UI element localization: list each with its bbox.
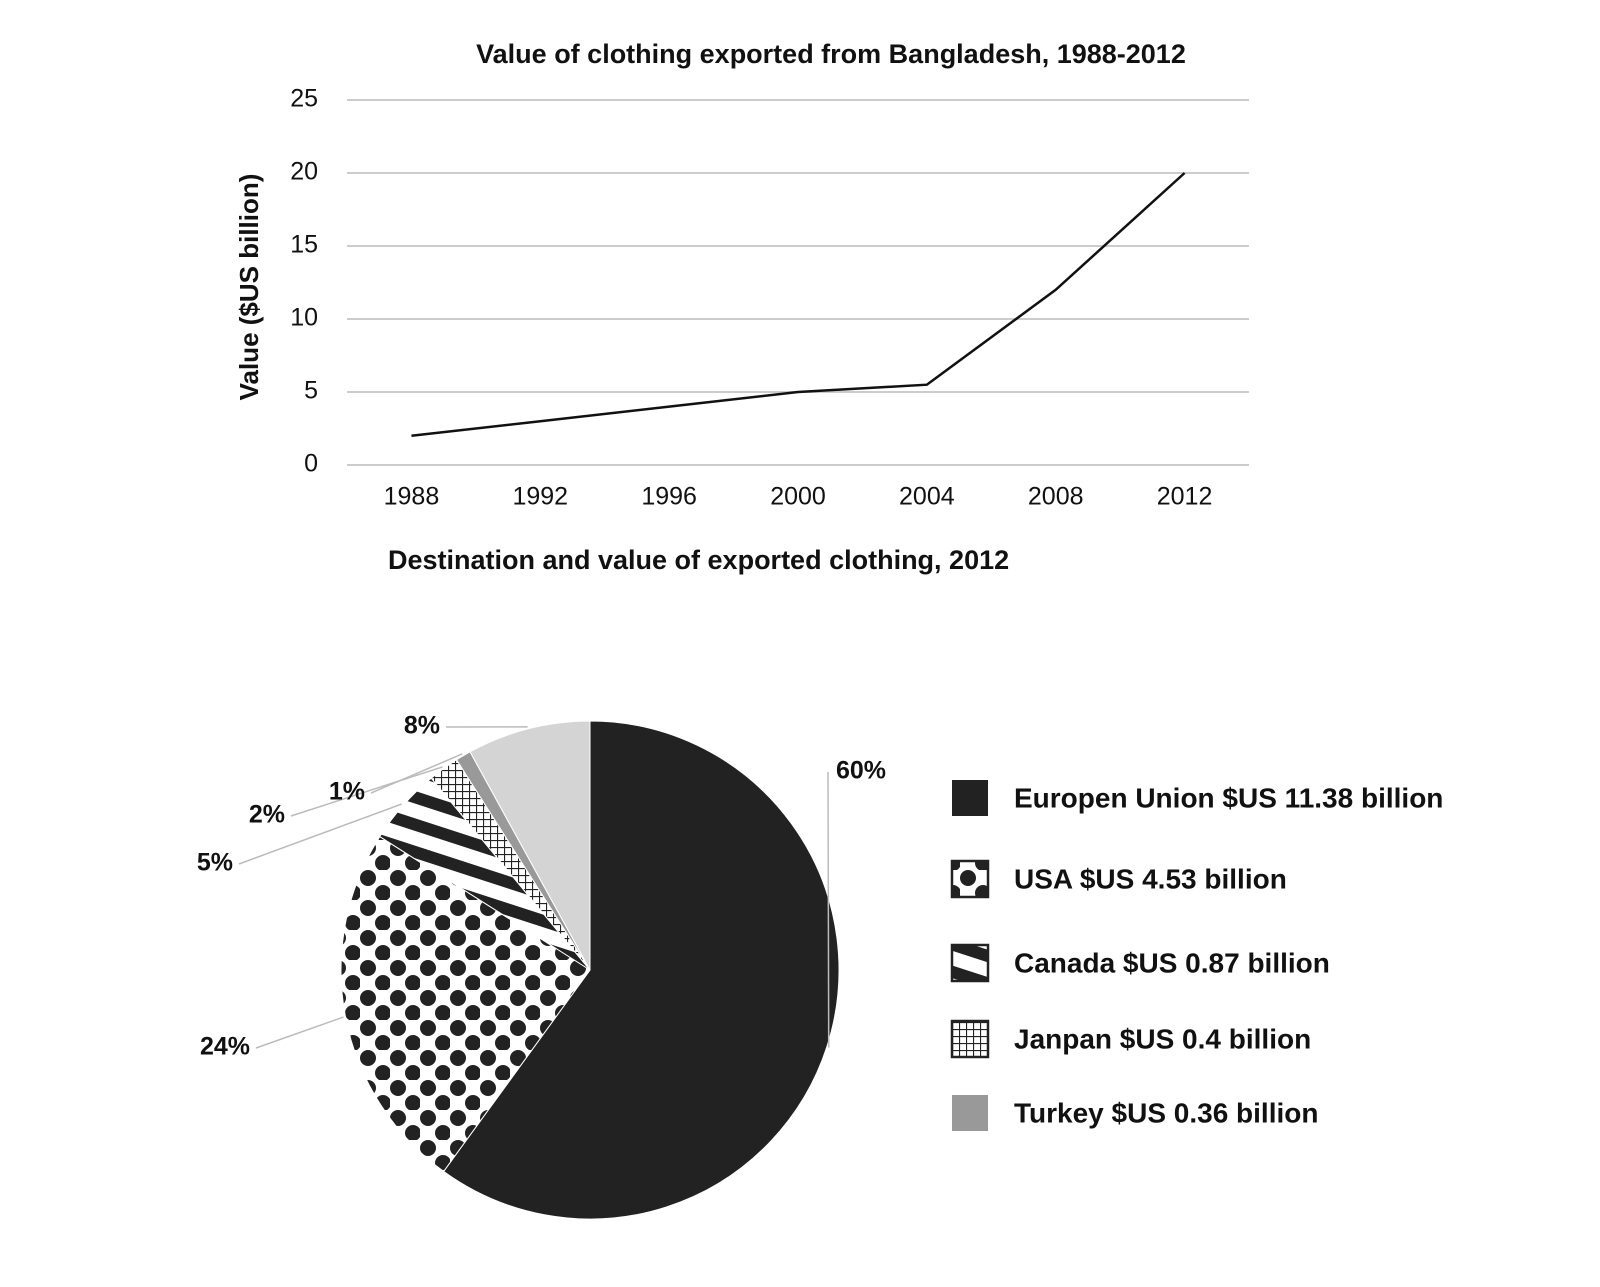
legend-label: Europen Union $US 11.38 billion [1014, 782, 1443, 813]
y-tick-label: 20 [290, 158, 318, 186]
value-label: 2% [249, 801, 285, 829]
value-label: 24% [200, 1033, 250, 1061]
legend-label: Turkey $US 0.36 billion [1014, 1097, 1318, 1128]
x-tick-label: 2008 [1028, 483, 1084, 511]
value-label: 1% [329, 778, 365, 806]
legend-label: Janpan $US 0.4 billion [1014, 1023, 1311, 1054]
leader-line [255, 1016, 344, 1049]
y-tick-label: 25 [290, 85, 318, 113]
x-tick-label: 2012 [1157, 483, 1213, 511]
pie-slice [340, 835, 591, 1173]
y-axis-title: Value ($US billion) [234, 174, 264, 401]
y-tick-label: 0 [304, 450, 318, 478]
leader-line [290, 766, 443, 817]
line [411, 172, 1186, 438]
x-tick-label: 1988 [384, 483, 440, 511]
y-tick-label: 5 [304, 377, 318, 405]
x-tick-label: 2000 [770, 483, 826, 511]
leader-line [238, 803, 402, 865]
value-label: 60% [836, 757, 886, 785]
x-tick-label: 1992 [512, 483, 568, 511]
legend-swatch [950, 859, 990, 899]
legend-swatch [950, 1019, 990, 1059]
y-tick-label: 15 [290, 231, 318, 259]
leader-line [827, 771, 830, 1048]
legend-label: USA $US 4.53 billion [1014, 863, 1287, 894]
leader-line [370, 753, 463, 794]
pie-slice [469, 720, 591, 971]
legend-swatch [950, 943, 990, 983]
value-label: 8% [404, 712, 440, 740]
legend-swatch [952, 780, 988, 816]
pie-slice [442, 720, 840, 1220]
x-tick-label: 1996 [641, 483, 697, 511]
legend-label: Canada $US 0.87 billion [1014, 947, 1330, 978]
legend-swatch [952, 1095, 988, 1131]
chart-title: Value of clothing exported from Banglade… [476, 39, 1186, 69]
chart-title: Destination and value of exported clothi… [388, 545, 1009, 575]
value-label: 5% [197, 849, 233, 877]
y-tick-label: 10 [290, 304, 318, 332]
x-tick-label: 2004 [899, 483, 955, 511]
